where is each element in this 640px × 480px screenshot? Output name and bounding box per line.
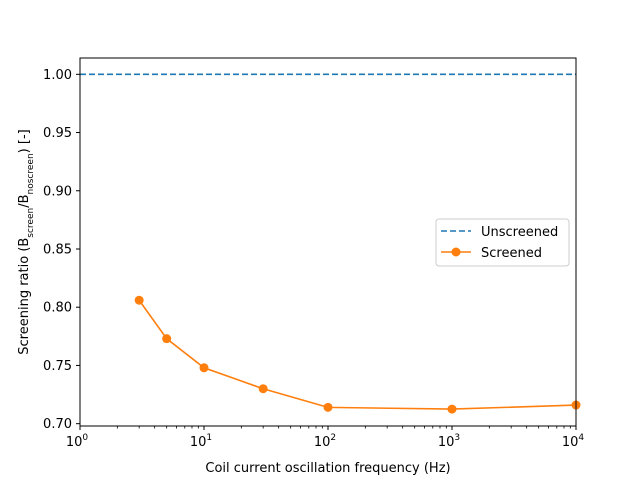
data-point-screened: [134, 295, 144, 305]
y-tick-label: 0.90: [43, 184, 72, 199]
y-tick-label: 0.75: [43, 359, 72, 374]
legend-screened-marker: [451, 247, 461, 257]
y-tick-label: 0.70: [43, 417, 72, 432]
y-tick-label: 0.85: [43, 242, 72, 257]
x-axis-label: Coil current oscillation frequency (Hz): [205, 461, 450, 476]
x-tick-label: 100: [66, 433, 89, 450]
y-tick-label: 1.00: [43, 68, 72, 83]
x-tick-label: 102: [314, 433, 336, 450]
x-tick-label: 104: [562, 433, 585, 450]
plot-area: 0.70 0.75 0.80 0.85 0.90 0.95 1.00 100 101 102 103…: [43, 57, 585, 450]
x-tick-label: 101: [190, 433, 212, 450]
data-point-screened: [199, 363, 209, 373]
data-point-screened: [258, 384, 268, 394]
x-tick-label: 103: [438, 433, 460, 450]
y-tick-label: 0.80: [43, 301, 72, 316]
legend-unscreened-label: Unscreened: [481, 225, 558, 240]
legend: Unscreened Screened: [435, 218, 570, 267]
data-point-screened: [162, 334, 172, 344]
data-point-screened: [323, 402, 333, 412]
y-axis-label: Screening ratio (Bscreen/Bnoscreen) [-]: [17, 129, 36, 354]
data-point-screened: [447, 404, 457, 414]
y-tick-label: 0.95: [43, 126, 72, 141]
legend-screened-label: Screened: [481, 246, 542, 261]
